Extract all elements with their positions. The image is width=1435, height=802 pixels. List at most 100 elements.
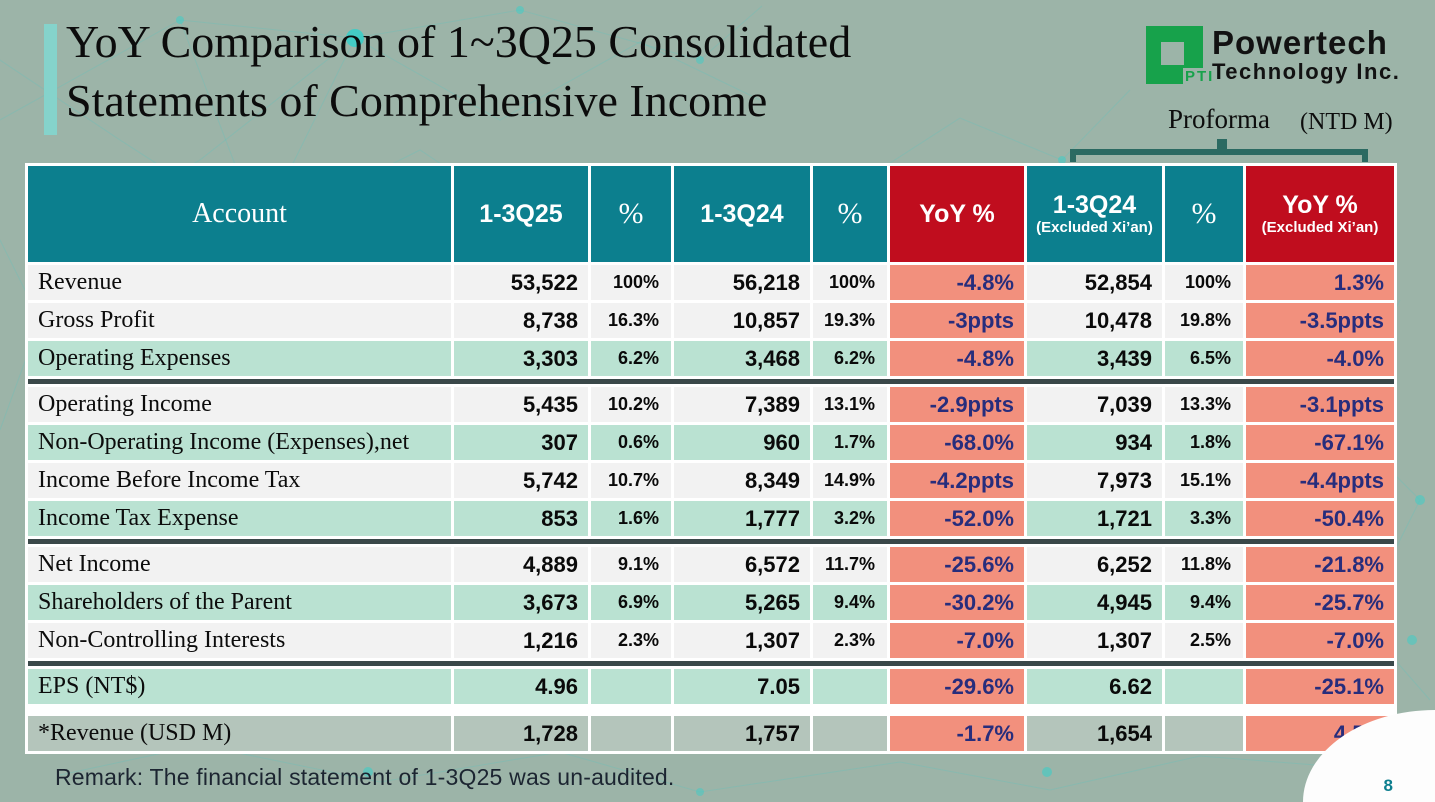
yoy-cell: -25.6% — [890, 547, 1024, 582]
header-1-3q24-excluded: 1-3Q24 (Excluded Xi’an) — [1027, 166, 1162, 262]
q25-percent-cell: 1.6% — [591, 501, 671, 536]
q25-value-cell: 1,216 — [454, 623, 588, 658]
q24-excluded-value-cell: 4,945 — [1027, 585, 1162, 620]
header-yoy-excluded-line2: (Excluded Xi’an) — [1261, 218, 1379, 236]
account-cell: Income Tax Expense — [28, 501, 451, 536]
q25-percent-cell: 100% — [591, 265, 671, 300]
pti-monogram: PTI — [1183, 68, 1216, 85]
q24-excluded-value-cell: 6.62 — [1027, 669, 1162, 704]
q24-excluded-percent-cell — [1165, 669, 1243, 704]
q24-value-cell: 3,468 — [674, 341, 810, 376]
table-row: EPS (NT$) 4.96 7.05 -29.6% 6.62 -25.1% — [28, 669, 1394, 704]
table-row: Net Income 4,889 9.1% 6,572 11.7% -25.6%… — [28, 547, 1394, 582]
q24-excluded-value-cell: 7,039 — [1027, 387, 1162, 422]
q24-value-cell: 7,389 — [674, 387, 810, 422]
yoy-cell: -29.6% — [890, 669, 1024, 704]
q25-percent-cell: 10.7% — [591, 463, 671, 498]
yoy-excluded-cell: -4.4ppts — [1246, 463, 1394, 498]
q24-value-cell: 10,857 — [674, 303, 810, 338]
pti-logo-icon: PTI — [1146, 26, 1216, 84]
q24-value-cell: 56,218 — [674, 265, 810, 300]
q24-excluded-percent-cell: 1.8% — [1165, 425, 1243, 460]
yoy-excluded-cell: -4.0% — [1246, 341, 1394, 376]
title-accent-bar — [44, 24, 57, 135]
yoy-excluded-cell: -50.4% — [1246, 501, 1394, 536]
company-logo: PTI Powertech Technology Inc. — [1146, 26, 1400, 84]
header-1-3q24: 1-3Q24 — [674, 166, 810, 262]
page-number: 8 — [1383, 776, 1393, 795]
brand-name: Powertech — [1212, 24, 1388, 61]
q24-excluded-value-cell: 1,654 — [1027, 716, 1162, 751]
table-row: Non-Controlling Interests 1,216 2.3% 1,3… — [28, 623, 1394, 658]
q25-value-cell: 3,303 — [454, 341, 588, 376]
q24-value-cell: 7.05 — [674, 669, 810, 704]
q24-value-cell: 8,349 — [674, 463, 810, 498]
q24-value-cell: 5,265 — [674, 585, 810, 620]
account-cell: Shareholders of the Parent — [28, 585, 451, 620]
yoy-cell: -4.8% — [890, 341, 1024, 376]
yoy-cell: -68.0% — [890, 425, 1024, 460]
q25-value-cell: 853 — [454, 501, 588, 536]
q24-percent-cell: 1.7% — [813, 425, 887, 460]
title-line-1: YoY Comparison of 1~3Q25 Consolidated — [66, 16, 852, 67]
account-cell: Net Income — [28, 547, 451, 582]
q24-percent-cell: 14.9% — [813, 463, 887, 498]
q25-value-cell: 53,522 — [454, 265, 588, 300]
brand-subname: Technology Inc. — [1212, 59, 1401, 84]
q24-excluded-percent-cell: 13.3% — [1165, 387, 1243, 422]
table-row: Gross Profit 8,738 16.3% 10,857 19.3% -3… — [28, 303, 1394, 338]
header-1-3q24-excluded-line1: 1-3Q24 — [1052, 191, 1137, 219]
yoy-excluded-cell: -7.0% — [1246, 623, 1394, 658]
q24-excluded-percent-cell: 2.5% — [1165, 623, 1243, 658]
account-cell: Operating Expenses — [28, 341, 451, 376]
table-row: Non-Operating Income (Expenses),net 307 … — [28, 425, 1394, 460]
yoy-excluded-cell: -3.5ppts — [1246, 303, 1394, 338]
proforma-label: Proforma — [1168, 104, 1270, 134]
account-cell: Non-Controlling Interests — [28, 623, 451, 658]
q24-percent-cell: 6.2% — [813, 341, 887, 376]
q25-percent-cell — [591, 669, 671, 704]
q25-value-cell: 4,889 — [454, 547, 588, 582]
account-cell: Gross Profit — [28, 303, 451, 338]
currency-unit-label: (NTD M) — [1300, 109, 1393, 135]
q24-percent-cell: 11.7% — [813, 547, 887, 582]
q25-percent-cell: 6.9% — [591, 585, 671, 620]
q25-value-cell: 307 — [454, 425, 588, 460]
q24-excluded-percent-cell: 9.4% — [1165, 585, 1243, 620]
q24-percent-cell: 2.3% — [813, 623, 887, 658]
yoy-cell: -52.0% — [890, 501, 1024, 536]
q25-percent-cell: 6.2% — [591, 341, 671, 376]
table-row: Operating Income 5,435 10.2% 7,389 13.1%… — [28, 387, 1394, 422]
q25-value-cell: 3,673 — [454, 585, 588, 620]
header-pct-3: % — [1165, 166, 1243, 262]
page-corner: 8 — [1303, 710, 1435, 802]
q25-value-cell: 4.96 — [454, 669, 588, 704]
q24-excluded-percent-cell: 100% — [1165, 265, 1243, 300]
page-title: YoY Comparison of 1~3Q25 Consolidated St… — [66, 12, 1086, 130]
q24-percent-cell: 13.1% — [813, 387, 887, 422]
table-header-row: Account 1-3Q25 % 1-3Q24 % YoY % 1-3Q24 (… — [28, 166, 1394, 262]
q24-excluded-value-cell: 10,478 — [1027, 303, 1162, 338]
header-pct-2: % — [813, 166, 887, 262]
income-statement-table: Account 1-3Q25 % 1-3Q24 % YoY % 1-3Q24 (… — [25, 163, 1397, 754]
table-row: Revenue 53,522 100% 56,218 100% -4.8% 52… — [28, 265, 1394, 300]
q24-value-cell: 960 — [674, 425, 810, 460]
q24-excluded-percent-cell — [1165, 716, 1243, 751]
q24-excluded-value-cell: 52,854 — [1027, 265, 1162, 300]
table-row: Income Before Income Tax 5,742 10.7% 8,3… — [28, 463, 1394, 498]
yoy-excluded-cell: -25.7% — [1246, 585, 1394, 620]
q24-excluded-value-cell: 1,721 — [1027, 501, 1162, 536]
q25-value-cell: 8,738 — [454, 303, 588, 338]
q24-excluded-value-cell: 7,973 — [1027, 463, 1162, 498]
yoy-excluded-cell: -21.8% — [1246, 547, 1394, 582]
q24-excluded-value-cell: 6,252 — [1027, 547, 1162, 582]
q24-excluded-value-cell: 934 — [1027, 425, 1162, 460]
title-line-2: Statements of Comprehensive Income — [66, 75, 768, 126]
group-separator — [28, 661, 1394, 666]
account-cell: EPS (NT$) — [28, 669, 451, 704]
remark-text: Remark: The financial statement of 1-3Q2… — [55, 764, 675, 790]
q24-value-cell: 6,572 — [674, 547, 810, 582]
q24-excluded-percent-cell: 15.1% — [1165, 463, 1243, 498]
header-yoy-excluded: YoY % (Excluded Xi’an) — [1246, 166, 1394, 262]
q24-excluded-percent-cell: 11.8% — [1165, 547, 1243, 582]
